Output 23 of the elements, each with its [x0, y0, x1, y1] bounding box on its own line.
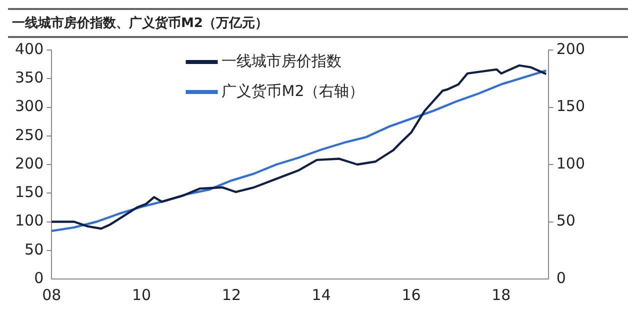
x-tick-label: 12	[222, 286, 241, 304]
x-tick-label: 10	[132, 286, 152, 304]
y-tick-label: 400	[14, 40, 44, 58]
y-tick-label: 50	[24, 240, 44, 258]
y-tick-label: 0	[34, 268, 44, 287]
y-tick-label: 250	[14, 126, 44, 144]
legend-label: 广义货币M2（右轴）	[222, 82, 364, 100]
y-tick-label: 350	[14, 68, 44, 87]
x-tick-label: 08	[42, 286, 62, 304]
legend-label: 一线城市房价指数	[222, 52, 342, 70]
y-tick-label: 300	[14, 97, 44, 116]
y2-tick-label: 0	[556, 268, 566, 287]
x-tick-label: 18	[492, 286, 511, 304]
x-tick-label: 16	[402, 286, 421, 304]
y2-tick-label: 50	[556, 212, 576, 230]
x-tick-label: 14	[312, 286, 331, 304]
y2-tick-label: 150	[556, 97, 586, 116]
y-tick-label: 200	[14, 154, 44, 172]
y-tick-label: 150	[14, 183, 44, 202]
y2-tick-label: 200	[556, 40, 586, 58]
y2-tick-label: 100	[556, 154, 586, 172]
y-tick-label: 100	[14, 212, 44, 230]
chart-title: 一线城市房价指数、广义货币M2（万亿元）	[8, 8, 628, 38]
